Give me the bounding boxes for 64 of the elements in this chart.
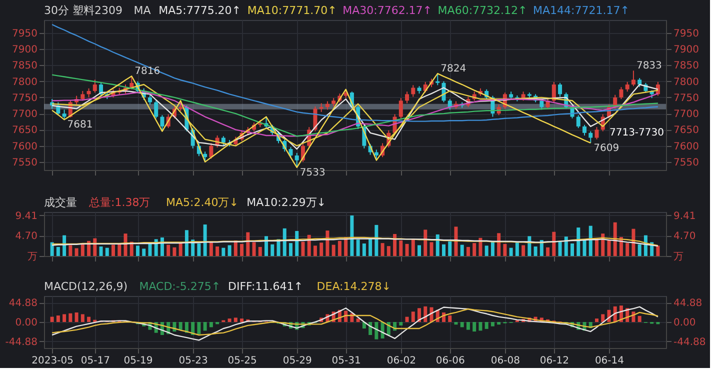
y2-tick-label: 7750 bbox=[674, 92, 699, 104]
y-tick-label: 7800 bbox=[12, 76, 38, 88]
x-tick-label: 06-06 bbox=[436, 356, 465, 366]
y2-tick-label: -44.88 bbox=[674, 336, 706, 348]
x-tick-label: 05-17 bbox=[80, 356, 110, 366]
x-tick-label: 2023-05 bbox=[32, 356, 74, 366]
annotation: 7533 bbox=[300, 167, 326, 178]
x-tick-label: 05-19 bbox=[124, 356, 153, 366]
x-tick-label: 06-12 bbox=[540, 356, 569, 366]
y-tick-label: 7850 bbox=[12, 60, 38, 72]
text: DEA:14.278↓ bbox=[316, 280, 391, 293]
y2-tick-label: 7600 bbox=[674, 141, 699, 152]
y-tick-label: 7550 bbox=[12, 157, 38, 168]
y-tick-label: 7900 bbox=[12, 44, 38, 56]
text: DIFF:11.641↑ bbox=[228, 280, 303, 293]
y2-tick-label: 7700 bbox=[674, 109, 699, 120]
y-tick-label: 4.70 bbox=[15, 231, 38, 242]
text: MA5:2.40万↓ bbox=[166, 196, 238, 209]
y2-tick-label: 7850 bbox=[674, 60, 699, 72]
y-tick-label: 7750 bbox=[12, 92, 38, 104]
y-tick-label: 万 bbox=[28, 252, 38, 262]
y2-tick-label: 0.00 bbox=[674, 318, 696, 328]
legend-title: MA bbox=[134, 4, 152, 17]
y2-tick-label: 7800 bbox=[674, 76, 699, 88]
annotation: 7681 bbox=[67, 120, 93, 131]
x-tick-label: 06-02 bbox=[386, 356, 416, 366]
y2-tick-label: 4.70 bbox=[674, 231, 696, 242]
text: MA30:7762.17↑ bbox=[342, 4, 432, 17]
chart-title: 成交量 bbox=[44, 196, 77, 209]
y-tick-label: 0.00 bbox=[15, 318, 38, 328]
annotation: 7609 bbox=[594, 142, 620, 154]
text: MA10:2.29万↓ bbox=[246, 196, 326, 209]
band-label: 7713-7730 bbox=[609, 127, 664, 138]
text: MA60:7732.12↑ bbox=[438, 4, 528, 17]
y2-tick-label: 7900 bbox=[674, 44, 699, 56]
y-tick-label: 9.41 bbox=[15, 210, 38, 222]
annotation: 7833 bbox=[636, 60, 662, 72]
y2-tick-label: 7650 bbox=[674, 125, 699, 136]
annotation: 7816 bbox=[134, 66, 160, 78]
y2-tick-label: 44.88 bbox=[674, 298, 702, 310]
text: MA5:7775.20↑ bbox=[158, 4, 242, 17]
y-tick-label: 7600 bbox=[12, 141, 38, 152]
x-tick-label: 06-08 bbox=[490, 356, 520, 366]
chart-title: MACD(12,26,9) bbox=[44, 280, 128, 293]
annotation: 7824 bbox=[440, 64, 466, 75]
x-tick-label: 05-25 bbox=[228, 356, 257, 366]
text: MA10:7771.70↑ bbox=[247, 4, 337, 17]
chart-title: 30分 塑料2309 bbox=[44, 4, 122, 17]
y2-tick-label: 7950 bbox=[674, 28, 699, 40]
x-tick-label: 05-31 bbox=[332, 356, 361, 366]
y2-tick-label: 万 bbox=[674, 252, 684, 262]
x-tick-label: 05-23 bbox=[178, 356, 208, 366]
y-tick-label: 7650 bbox=[12, 125, 38, 136]
text: MA144:7721.17↑ bbox=[533, 4, 630, 17]
x-tick-label: 06-14 bbox=[594, 356, 624, 366]
text: 总量:1.38万 bbox=[88, 196, 150, 209]
y2-tick-label: 7550 bbox=[674, 157, 699, 168]
y-tick-label: 7950 bbox=[12, 28, 38, 40]
y-tick-label: 44.88 bbox=[8, 298, 38, 310]
y2-tick-label: 9.41 bbox=[674, 210, 696, 222]
x-tick-label: 05-29 bbox=[282, 356, 312, 366]
y-tick-label: 7700 bbox=[12, 109, 38, 120]
text: MACD:-5.275↑ bbox=[139, 280, 221, 293]
y-tick-label: -44.88 bbox=[5, 336, 38, 348]
